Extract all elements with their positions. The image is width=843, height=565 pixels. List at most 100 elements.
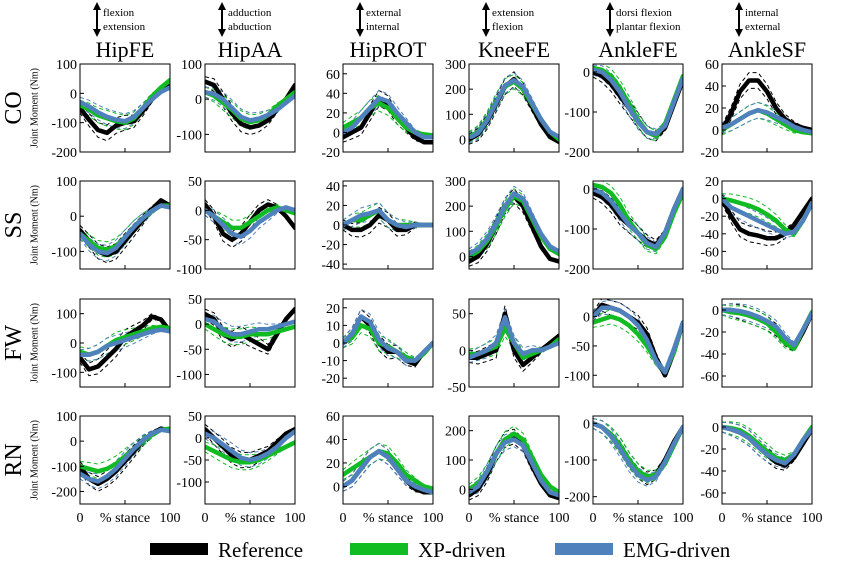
x-axis-title: % stance — [100, 511, 150, 526]
arrow-down-icon — [735, 29, 743, 37]
series-emg-driven-line — [722, 107, 812, 135]
series-emg-driven-envelope — [80, 329, 170, 362]
series-reference-envelope — [469, 202, 559, 267]
series-emg-driven-envelope — [80, 428, 170, 475]
series-emg-driven-envelope — [343, 201, 433, 227]
row-label-fw: FW — [1, 325, 27, 361]
x-axis-label-anklefe: 0 % stance 100 — [590, 511, 694, 526]
arrow-down-icon — [93, 29, 101, 37]
y-tick-label: -50 — [183, 343, 202, 358]
panel-series — [722, 193, 812, 247]
y-tick-label: 300 — [445, 175, 466, 190]
series-emg-driven-envelope — [593, 74, 683, 140]
y-axis-label: Joint Moment (Nm) — [30, 303, 41, 383]
column-title: AnkleSF — [728, 37, 806, 62]
panel-frame — [79, 180, 171, 270]
y-tick-label: -20 — [700, 326, 719, 341]
series-xp-driven-envelope — [722, 425, 812, 466]
panel-series — [593, 418, 683, 487]
series-xp-driven-envelope — [722, 101, 812, 135]
y-tick-label: -100 — [51, 245, 77, 260]
y-tick-label: 20 — [326, 302, 340, 317]
series-emg-driven-line — [205, 429, 295, 463]
panel-series — [343, 89, 433, 145]
y-tick-label: 200 — [445, 425, 466, 440]
panel-ss-kneefe: 300 200 100 0 — [445, 175, 560, 270]
series-emg-driven-line — [80, 85, 170, 124]
y-tick-label: 40 — [326, 87, 340, 102]
direction-label-positive: internal — [745, 7, 779, 19]
y-tick-label: 100 — [56, 175, 77, 190]
arrow-up-icon — [606, 2, 614, 10]
x-tick-label-end: 100 — [802, 511, 823, 526]
y-tick-label: -100 — [176, 368, 202, 383]
series-emg-driven-line — [469, 437, 559, 498]
column-title: HipROT — [350, 37, 428, 62]
x-tick-label-end: 100 — [285, 511, 306, 526]
direction-label-negative: abduction — [228, 21, 272, 33]
panel-series — [593, 181, 683, 255]
series-emg-driven-envelope — [343, 217, 433, 233]
direction-label-positive: dorsi flexion — [616, 7, 672, 19]
panel-series — [343, 308, 433, 368]
panel-ss-anklesf: 20 0 -20 -40 -60 -80 — [700, 175, 813, 278]
y-tick-label: -200 — [51, 485, 77, 500]
y-tick-label: 50 — [188, 293, 202, 308]
panel-ss-hipaa: 50 0 -50 -100 — [176, 175, 296, 278]
y-tick-label: 20 — [326, 107, 340, 122]
y-tick-label: 0 — [70, 337, 77, 352]
series-xp-driven-line — [80, 426, 170, 474]
arrow-down-icon — [218, 29, 226, 37]
y-tick-label: 0 — [459, 483, 466, 498]
y-tick-label: 60 — [705, 58, 719, 73]
column-header-hipaa: HipAA adduction abduction — [218, 2, 282, 62]
y-tick-label: 300 — [445, 58, 466, 73]
series-xp-driven-envelope — [722, 310, 812, 353]
panel-series — [205, 199, 295, 249]
y-tick-label: -20 — [321, 239, 340, 254]
x-tick-label-start: 0 — [77, 511, 84, 526]
series-reference-line — [80, 314, 170, 372]
panel-series — [80, 426, 170, 492]
x-axis-title: % stance — [225, 511, 275, 526]
y-tick-label: 0 — [712, 421, 719, 436]
panel-ss-hipfe: 100 0 -100 — [51, 175, 171, 270]
legend-label: EMG-driven — [623, 538, 731, 562]
legend-label: Reference — [218, 538, 303, 562]
y-tick-label: 40 — [326, 433, 340, 448]
panel-series — [343, 442, 433, 495]
row-label-rn: RN — [1, 443, 27, 476]
series-reference-envelope — [80, 86, 170, 126]
panel-grid: 1000-100-2001000-1006040200-203002001000… — [51, 58, 813, 506]
y-tick-label: -100 — [564, 223, 590, 238]
direction-label-negative: flexion — [492, 21, 524, 33]
y-tick-label: -200 — [564, 263, 590, 278]
panel-fw-anklefe: 0 -50 -100 — [564, 298, 684, 388]
direction-label-positive: external — [366, 7, 401, 19]
series-emg-driven-line — [343, 448, 433, 495]
series-xp-driven-envelope — [598, 64, 683, 132]
y-tick-label: -40 — [321, 258, 340, 273]
y-tick-label: -200 — [564, 146, 590, 161]
series-xp-driven-envelope — [469, 188, 559, 256]
series-emg-driven-line — [722, 307, 812, 348]
y-tick-label: 60 — [326, 68, 340, 83]
series-reference-line — [722, 196, 812, 241]
panel-series — [593, 64, 683, 142]
y-tick-label: 0 — [333, 337, 340, 352]
series-xp-driven-line — [343, 448, 433, 491]
panel-series — [80, 77, 170, 142]
y-tick-label: -20 — [321, 372, 340, 387]
column-title: KneeFE — [478, 37, 550, 62]
y-tick-label: 100 — [445, 225, 466, 240]
y-tick-label: -20 — [321, 146, 340, 161]
arrow-down-icon — [606, 29, 614, 37]
series-xp-driven-envelope — [469, 73, 559, 141]
y-tick-label: 100 — [181, 58, 202, 73]
y-tick-label: -20 — [700, 443, 719, 458]
y-axis-label: Joint Moment (Nm) — [30, 420, 41, 500]
y-axis-label: Joint Moment (Nm) — [30, 185, 41, 265]
y-tick-label: -20 — [700, 210, 719, 225]
y-tick-label: -100 — [564, 454, 590, 469]
